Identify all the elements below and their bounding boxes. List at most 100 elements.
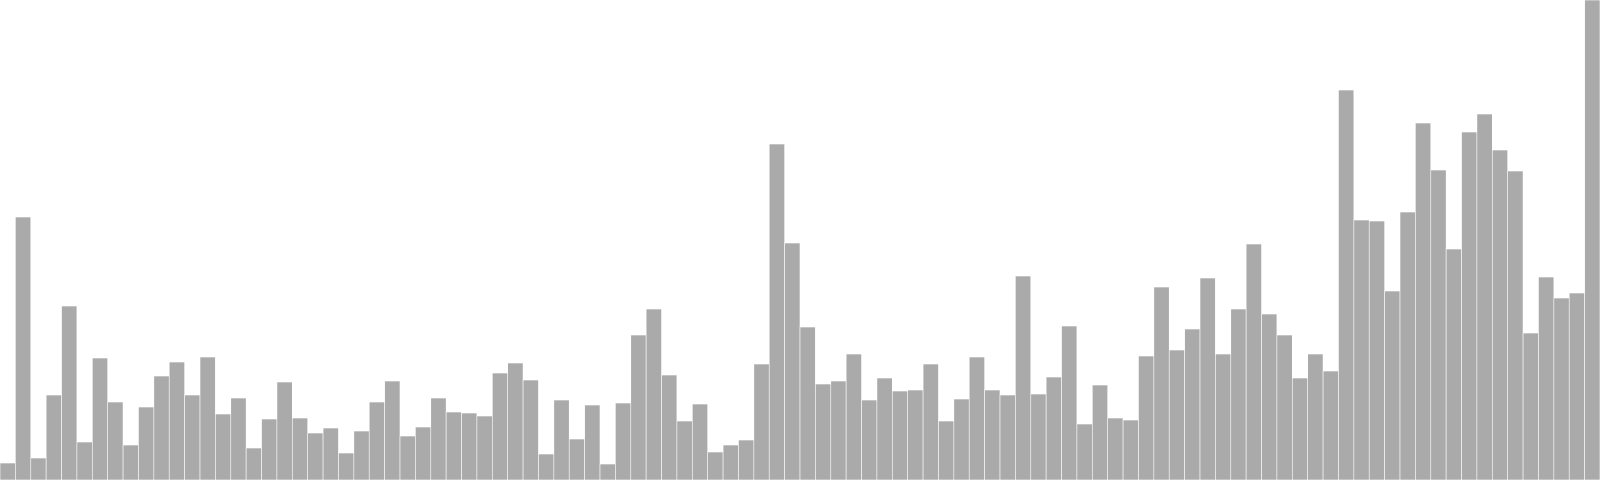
bar-30 — [461, 412, 478, 480]
bar-100 — [1538, 276, 1555, 480]
bar-72 — [1107, 417, 1124, 480]
bar-29 — [445, 411, 462, 480]
bar-22 — [338, 452, 355, 480]
bar-94 — [1445, 248, 1462, 480]
bar-75 — [1153, 286, 1170, 480]
bar-37 — [568, 438, 585, 480]
bar-97 — [1492, 149, 1508, 480]
bar-66 — [1015, 275, 1032, 480]
bar-86 — [1322, 370, 1339, 480]
bar-16 — [245, 447, 262, 480]
bar-90 — [1384, 290, 1401, 480]
bar-44 — [676, 420, 693, 480]
bar-87 — [1338, 89, 1355, 480]
bar-38 — [584, 404, 601, 480]
bar-11 — [168, 361, 185, 480]
bar-31 — [476, 415, 493, 480]
bar-102 — [1568, 292, 1585, 480]
bar-71 — [1092, 384, 1108, 480]
bar-7 — [107, 401, 124, 480]
bar-27 — [415, 426, 432, 480]
bar-52 — [799, 326, 816, 480]
bar-58 — [892, 390, 908, 480]
bar-48 — [738, 439, 755, 480]
bar-85 — [1307, 353, 1324, 480]
bar-10 — [153, 375, 170, 480]
bar-28 — [430, 397, 447, 480]
bar-12 — [184, 394, 201, 480]
bar-42 — [645, 308, 662, 480]
bar-9 — [138, 406, 155, 480]
bar-101 — [1553, 297, 1570, 480]
bar-57 — [876, 377, 893, 480]
bar-83 — [1276, 334, 1293, 480]
bar-95 — [1461, 131, 1478, 480]
bar-47 — [722, 444, 739, 480]
bar-6 — [92, 357, 108, 480]
bar-46 — [707, 451, 724, 480]
bar-62 — [953, 398, 970, 480]
bar-21 — [322, 427, 339, 480]
bar-73 — [1122, 419, 1139, 480]
bar-13 — [199, 356, 216, 480]
bar-18 — [276, 381, 293, 480]
bar-23 — [353, 430, 370, 480]
bar-2 — [30, 457, 47, 480]
bar-34 — [522, 379, 539, 480]
bar-65 — [999, 394, 1016, 480]
bar-19 — [292, 417, 308, 480]
bar-76 — [1168, 349, 1185, 480]
bar-82 — [1261, 313, 1278, 480]
bar-15 — [230, 397, 247, 480]
bar-25 — [384, 380, 401, 480]
bar-41 — [630, 334, 647, 480]
bar-84 — [1292, 377, 1308, 480]
bar-3 — [45, 394, 62, 480]
bar-80 — [1230, 308, 1247, 480]
bar-8 — [122, 444, 139, 480]
bar-96 — [1476, 113, 1493, 480]
bar-50 — [768, 143, 785, 480]
bar-39 — [599, 463, 616, 480]
bar-49 — [753, 363, 770, 480]
bar-1 — [15, 216, 32, 480]
bar-4 — [61, 305, 78, 480]
bar-20 — [307, 432, 324, 480]
bar-81 — [1245, 243, 1262, 480]
bar-24 — [368, 401, 385, 480]
bar-55 — [845, 353, 862, 480]
bar-51 — [784, 242, 801, 480]
bar-26 — [399, 435, 416, 480]
bar-88 — [1353, 219, 1370, 480]
bar-69 — [1061, 325, 1078, 480]
bar-89 — [1368, 220, 1385, 480]
bar-45 — [692, 403, 708, 480]
bar-78 — [1199, 277, 1216, 480]
bar-103 — [1584, 0, 1600, 480]
bar-63 — [968, 356, 985, 480]
bar-92 — [1415, 122, 1432, 480]
bar-54 — [830, 380, 847, 480]
bar-64 — [984, 389, 1001, 480]
bar-0 — [0, 462, 16, 480]
bar-35 — [538, 453, 555, 480]
bar-59 — [907, 389, 924, 480]
bar-68 — [1045, 376, 1062, 480]
bar-67 — [1030, 393, 1047, 480]
bar-91 — [1399, 211, 1416, 480]
bar-14 — [215, 413, 232, 480]
bar-98 — [1507, 170, 1524, 480]
bar-32 — [492, 372, 508, 480]
bar-56 — [861, 399, 878, 480]
bar-79 — [1215, 353, 1232, 480]
bar-5 — [76, 441, 93, 480]
bar-77 — [1184, 328, 1201, 480]
bar-17 — [261, 418, 278, 480]
bar-43 — [661, 374, 678, 480]
bar-61 — [938, 420, 955, 480]
bar-36 — [553, 399, 570, 480]
bar-70 — [1076, 423, 1093, 480]
bar-99 — [1522, 332, 1539, 480]
